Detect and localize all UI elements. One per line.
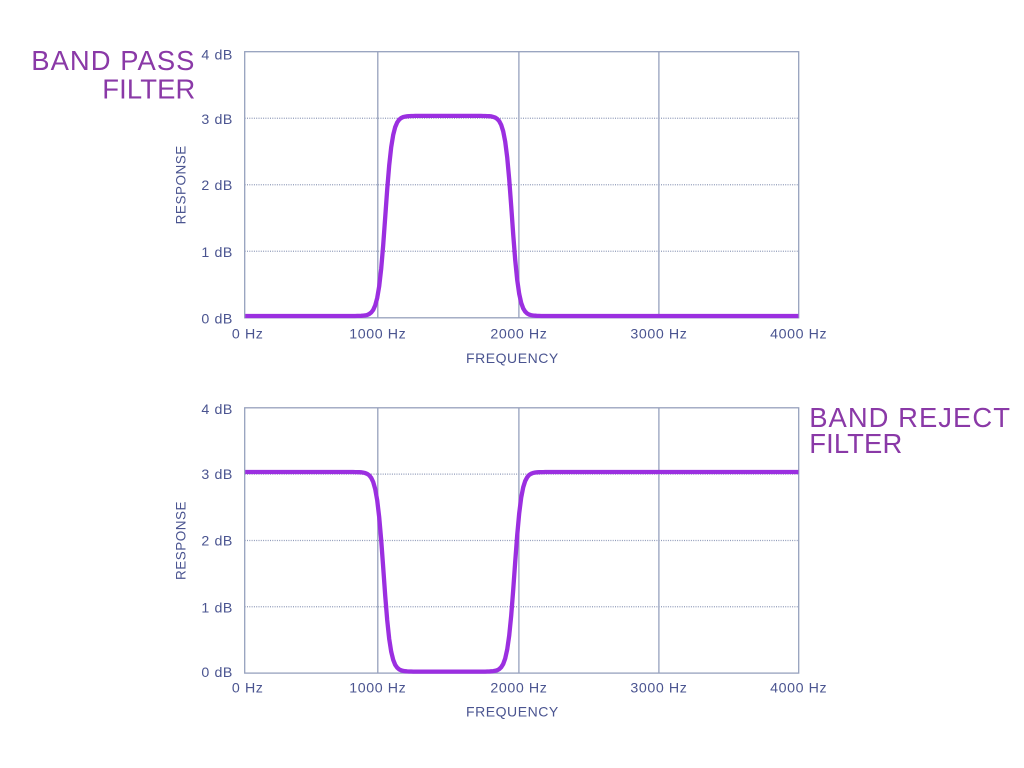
svg-text:4000 Hz: 4000 Hz bbox=[770, 680, 827, 696]
svg-text:0 Hz: 0 Hz bbox=[232, 680, 264, 696]
svg-text:BAND PASS: BAND PASS bbox=[31, 45, 195, 76]
svg-text:0 dB: 0 dB bbox=[201, 665, 233, 681]
svg-text:RESPONSE: RESPONSE bbox=[174, 145, 189, 224]
svg-text:1 dB: 1 dB bbox=[201, 245, 233, 261]
svg-text:FREQUENCY: FREQUENCY bbox=[466, 350, 559, 366]
svg-text:4000 Hz: 4000 Hz bbox=[770, 327, 827, 343]
svg-text:FILTER: FILTER bbox=[102, 74, 195, 105]
svg-text:3000 Hz: 3000 Hz bbox=[630, 327, 687, 343]
svg-text:2 dB: 2 dB bbox=[201, 178, 233, 194]
svg-text:3 dB: 3 dB bbox=[201, 467, 233, 483]
svg-text:4 dB: 4 dB bbox=[201, 402, 233, 418]
svg-text:2 dB: 2 dB bbox=[201, 534, 233, 550]
svg-text:2000 Hz: 2000 Hz bbox=[490, 327, 547, 343]
svg-text:4 dB: 4 dB bbox=[201, 48, 233, 64]
svg-text:3 dB: 3 dB bbox=[201, 112, 233, 128]
svg-text:1 dB: 1 dB bbox=[201, 600, 233, 616]
svg-text:BAND REJECT: BAND REJECT bbox=[809, 402, 1011, 433]
svg-text:FILTER: FILTER bbox=[809, 428, 902, 459]
svg-text:1000 Hz: 1000 Hz bbox=[349, 327, 406, 343]
svg-text:0 Hz: 0 Hz bbox=[232, 327, 264, 343]
svg-text:FREQUENCY: FREQUENCY bbox=[466, 704, 559, 720]
svg-text:3000 Hz: 3000 Hz bbox=[630, 680, 687, 696]
svg-text:0 dB: 0 dB bbox=[201, 312, 233, 328]
svg-text:RESPONSE: RESPONSE bbox=[174, 501, 189, 580]
svg-text:2000 Hz: 2000 Hz bbox=[490, 680, 547, 696]
svg-text:1000 Hz: 1000 Hz bbox=[349, 680, 406, 696]
